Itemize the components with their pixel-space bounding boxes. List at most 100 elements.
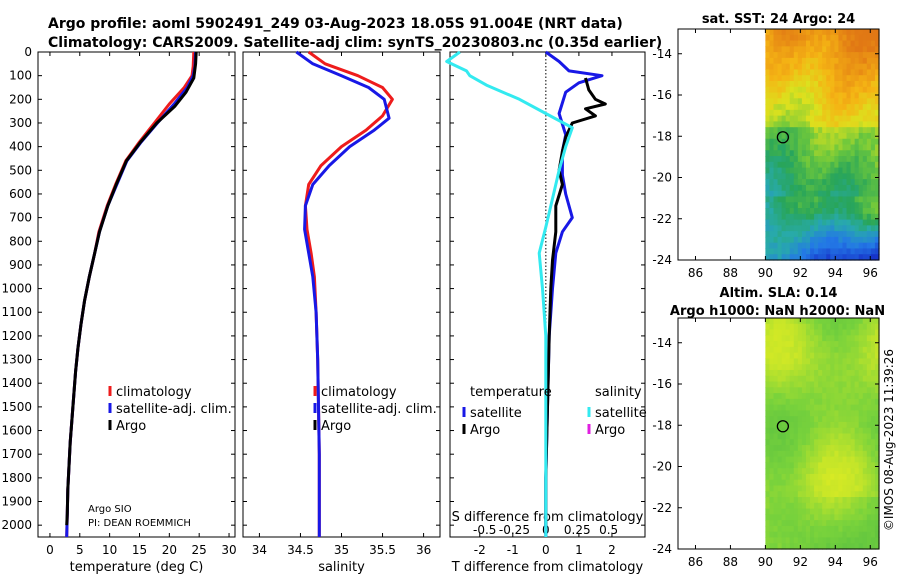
map-cell — [814, 138, 819, 146]
map-cell — [870, 138, 876, 146]
map-cell — [810, 502, 815, 510]
map-cell — [773, 525, 779, 533]
map-cell — [769, 40, 775, 47]
map-cell — [874, 236, 880, 244]
map-cell — [805, 514, 811, 521]
map-cell — [822, 450, 827, 458]
map-cell — [822, 439, 827, 446]
map-cell — [789, 179, 795, 186]
map-cell — [785, 109, 791, 117]
map-cell — [858, 80, 864, 88]
map-cell — [765, 450, 771, 458]
map-cell — [814, 80, 819, 88]
map-cell — [785, 92, 791, 99]
map-cell — [826, 537, 831, 544]
map-cell — [838, 375, 844, 383]
map-cell — [858, 439, 864, 446]
map-cell — [814, 421, 819, 429]
map-cell — [826, 150, 831, 157]
map-cell — [785, 381, 791, 388]
map-cell — [842, 479, 848, 487]
map-cell — [773, 225, 779, 232]
map-cell — [810, 34, 815, 42]
map-cell — [850, 242, 856, 250]
map-cell — [797, 34, 803, 42]
map-cell — [781, 352, 787, 360]
map-cell — [858, 346, 864, 354]
map-cell — [846, 63, 852, 71]
map-cell — [769, 543, 775, 550]
y-tick-label: 2000 — [1, 518, 32, 532]
map-cell — [830, 462, 835, 469]
map-cell — [862, 196, 868, 203]
map-cell — [818, 57, 823, 65]
map-cell — [866, 57, 872, 65]
map-cell — [826, 445, 831, 452]
map-cell — [842, 208, 848, 215]
map-cell — [773, 323, 779, 331]
map-cell — [834, 375, 840, 383]
map-cell — [870, 63, 876, 71]
map-cell — [814, 52, 819, 59]
map-cell — [810, 63, 815, 71]
map-cell — [801, 404, 807, 412]
map-cell — [858, 502, 864, 510]
map-cell — [818, 161, 823, 169]
map-cell — [777, 173, 783, 180]
map-cell — [793, 421, 799, 429]
map-cell — [765, 161, 771, 169]
map-cell — [842, 63, 848, 71]
map-cell — [793, 404, 799, 412]
map-cell — [805, 364, 811, 371]
map-cell — [822, 497, 827, 504]
map-cell — [826, 381, 831, 388]
map-cell — [870, 329, 876, 336]
map-cell — [777, 531, 783, 539]
map-cell — [854, 473, 860, 481]
map-cell — [785, 161, 791, 169]
map-cell — [834, 468, 840, 475]
map-cell — [793, 508, 799, 515]
map-cell — [846, 29, 852, 36]
map-cell — [781, 202, 787, 209]
map-cell — [805, 161, 811, 169]
map-cell — [854, 468, 860, 475]
map-cell — [850, 167, 856, 174]
map-cell — [826, 375, 831, 383]
map-cell — [874, 167, 880, 174]
map-cell — [866, 190, 872, 198]
map-cell — [874, 497, 880, 504]
map-cell — [789, 242, 795, 250]
map-cell — [777, 329, 783, 336]
map-cell — [793, 410, 799, 417]
map-cell — [769, 202, 775, 209]
map-cell — [769, 341, 775, 348]
map-cell — [777, 525, 783, 533]
map-cell — [830, 75, 835, 82]
map-cell — [777, 491, 783, 498]
map-cell — [801, 115, 807, 123]
map-cell — [801, 138, 807, 146]
map-cell — [834, 508, 840, 515]
map-cell — [793, 196, 799, 203]
map-cell — [810, 184, 815, 192]
map-cell — [810, 144, 815, 151]
map-cell — [781, 219, 787, 226]
map-cell — [765, 456, 771, 463]
map-cell — [854, 508, 860, 515]
map-cell — [810, 433, 815, 440]
salinity-tick-label: -0.5 — [473, 523, 496, 537]
map-cell — [777, 369, 783, 377]
map-cell — [785, 456, 791, 463]
map-cell — [805, 127, 811, 134]
map-cell — [818, 369, 823, 377]
map-cell — [870, 254, 876, 261]
map-cell — [822, 364, 827, 371]
map-cell — [797, 387, 803, 394]
map-cell — [765, 364, 771, 371]
map-cell — [785, 358, 791, 365]
map-cell — [826, 127, 831, 134]
map-cell — [866, 410, 872, 417]
map-cell — [785, 121, 791, 128]
map-cell — [846, 462, 852, 469]
